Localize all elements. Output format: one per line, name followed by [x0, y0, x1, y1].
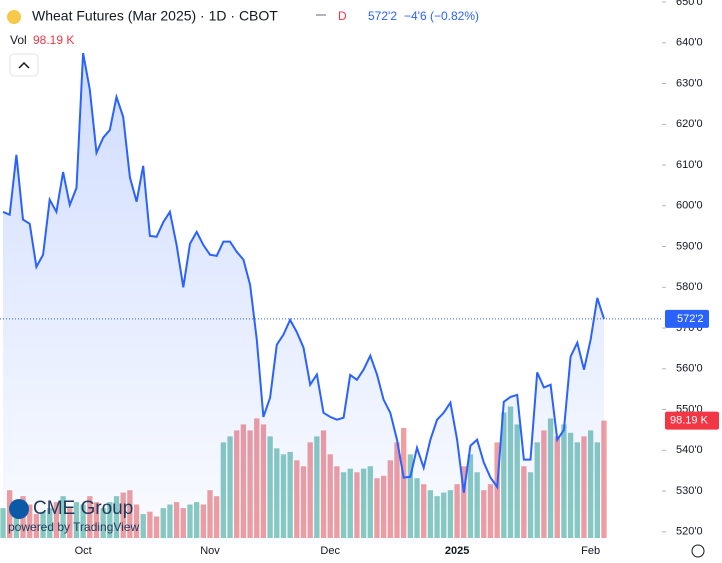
- x-tick-label: Feb: [581, 545, 600, 557]
- y-tick-label: 580'0: [676, 281, 703, 293]
- y-tick-label: 560'0: [676, 363, 703, 375]
- chevron: [18, 61, 30, 69]
- collapse-button[interactable]: [9, 53, 39, 77]
- plot: [0, 52, 607, 544]
- logo-globe: [9, 499, 29, 519]
- logo: CME Group: [33, 498, 133, 519]
- x-tick-label: Dec: [320, 545, 340, 557]
- vol-badge-label: 98.19 K: [670, 415, 709, 427]
- vol-label: Vol: [10, 33, 27, 47]
- y-tick-label: 590'0: [676, 240, 703, 252]
- vol-badge: [665, 411, 719, 430]
- symbol: Wheat Futures (Mar 2025) · 1D · CBOT: [32, 8, 278, 24]
- price-badge: [665, 309, 709, 328]
- x-tick-label: Oct: [75, 545, 92, 557]
- price-line: [2, 52, 605, 493]
- symbol-icon: [7, 10, 21, 24]
- y-tick-label: 640'0: [676, 37, 703, 49]
- y-tick-label: 520'0: [676, 526, 703, 538]
- y-tick-label: 650'0: [676, 0, 703, 8]
- x-tick-label: Nov: [200, 545, 220, 557]
- y-tick-label: 630'0: [676, 77, 703, 89]
- vol-value: 98.19 K: [33, 33, 74, 47]
- flag: D: [338, 9, 347, 23]
- y-tick-label: 530'0: [676, 485, 703, 497]
- y-tick-label: 600'0: [676, 200, 703, 212]
- settings-icon[interactable]: [691, 544, 705, 558]
- y-tick-label: 620'0: [676, 118, 703, 130]
- powered-by: powered by TradingView: [8, 520, 140, 534]
- change: −4'6 (−0.82%): [404, 9, 479, 23]
- x-tick-label: 2025: [445, 545, 469, 557]
- y-tick-label: 610'0: [676, 159, 703, 171]
- price-badge-label: 572'2: [677, 313, 704, 325]
- price: 572'2: [368, 9, 397, 23]
- y-tick-label: 540'0: [676, 444, 703, 456]
- dash: [316, 14, 326, 16]
